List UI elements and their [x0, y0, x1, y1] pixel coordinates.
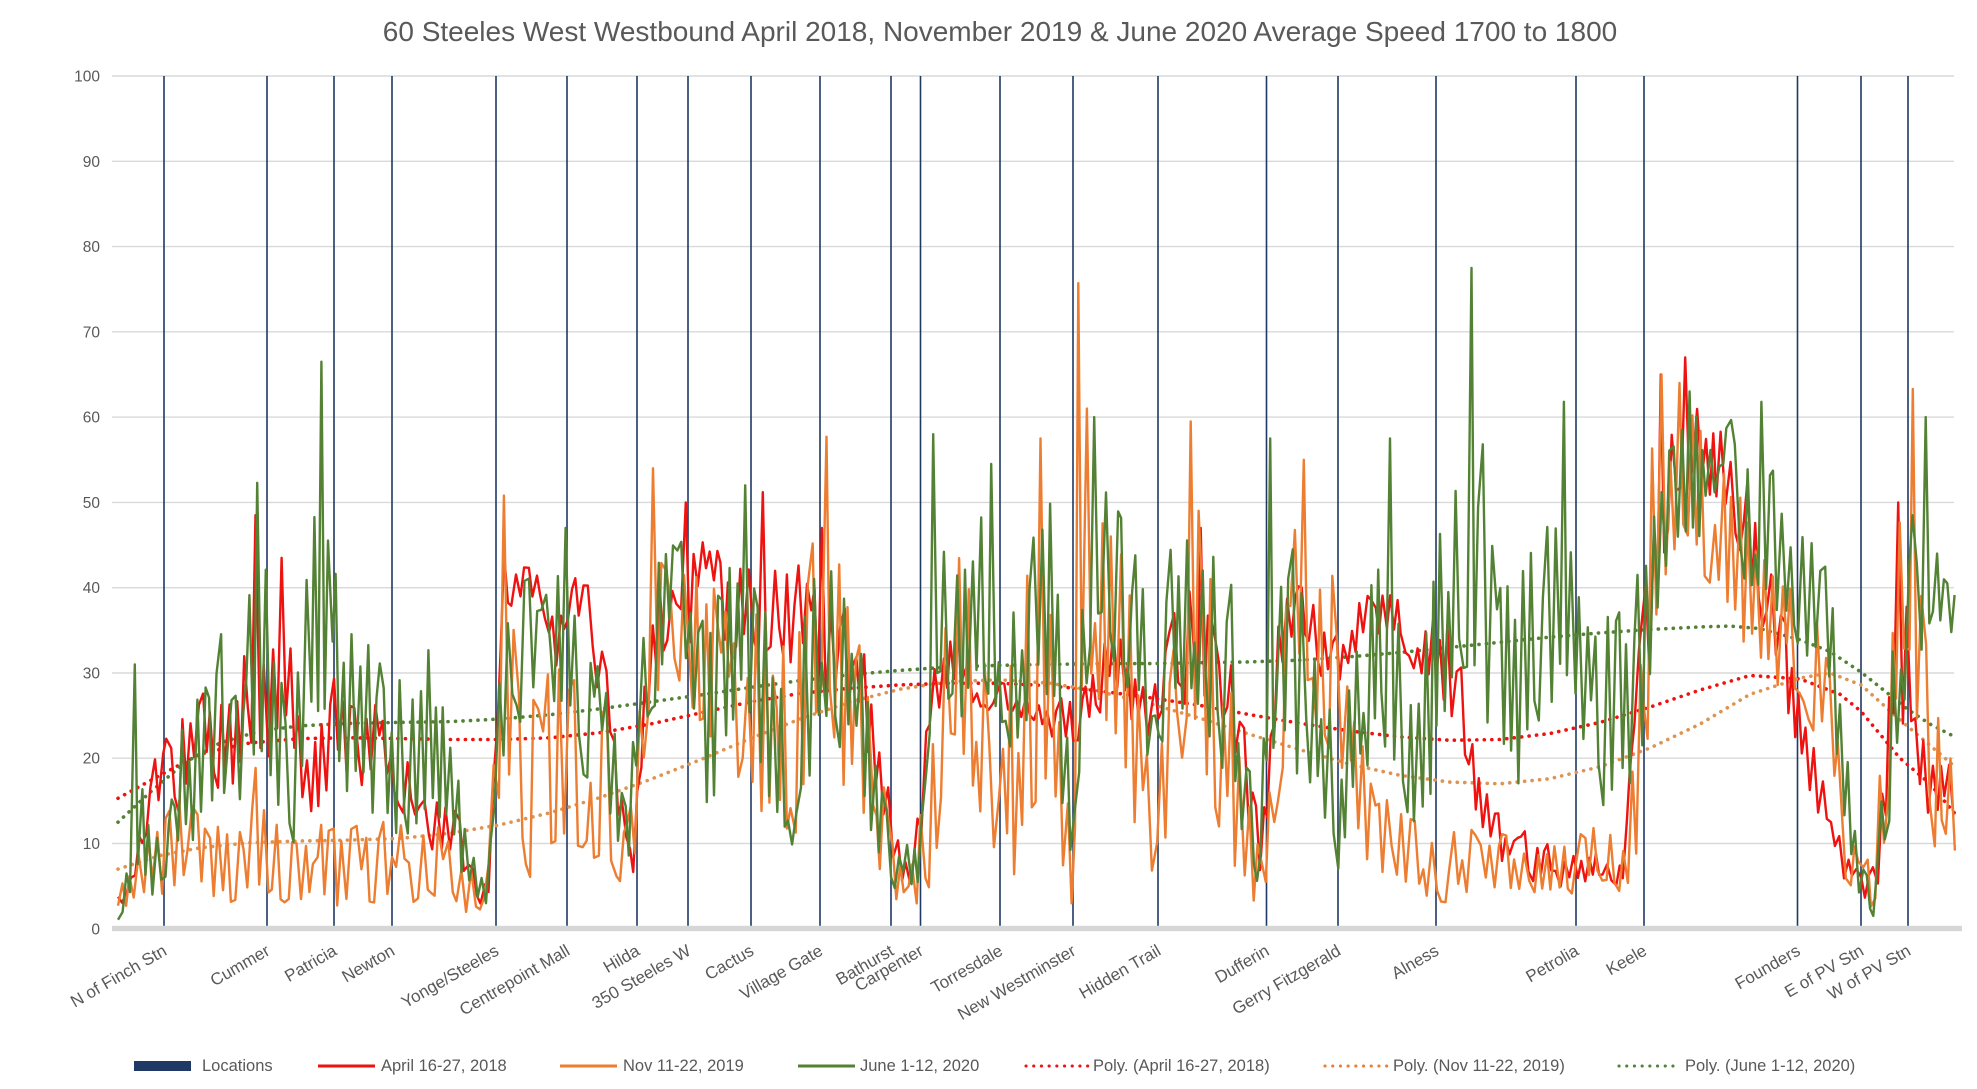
svg-text:20: 20 [83, 751, 101, 768]
svg-text:Poly. (June 1-12, 2020): Poly. (June 1-12, 2020) [1685, 1057, 1855, 1075]
svg-text:10: 10 [83, 836, 101, 853]
svg-text:40: 40 [83, 580, 101, 597]
svg-text:June 1-12, 2020: June 1-12, 2020 [860, 1057, 979, 1075]
svg-text:60 Steeles West Westbound Apri: 60 Steeles West Westbound April 2018, No… [383, 16, 1617, 47]
svg-text:April 16-27, 2018: April 16-27, 2018 [381, 1057, 507, 1075]
svg-text:100: 100 [74, 69, 100, 86]
svg-text:Locations: Locations [202, 1057, 273, 1075]
svg-text:0: 0 [91, 921, 100, 938]
svg-text:Nov 11-22, 2019: Nov 11-22, 2019 [623, 1057, 744, 1075]
svg-text:70: 70 [83, 324, 101, 341]
svg-text:90: 90 [83, 154, 101, 171]
svg-text:30: 30 [83, 666, 101, 683]
svg-text:50: 50 [83, 495, 101, 512]
svg-text:Poly. (Nov 11-22, 2019): Poly. (Nov 11-22, 2019) [1393, 1057, 1565, 1075]
svg-text:Poly. (April 16-27, 2018): Poly. (April 16-27, 2018) [1093, 1057, 1270, 1075]
svg-text:60: 60 [83, 410, 101, 427]
svg-text:80: 80 [83, 239, 101, 256]
